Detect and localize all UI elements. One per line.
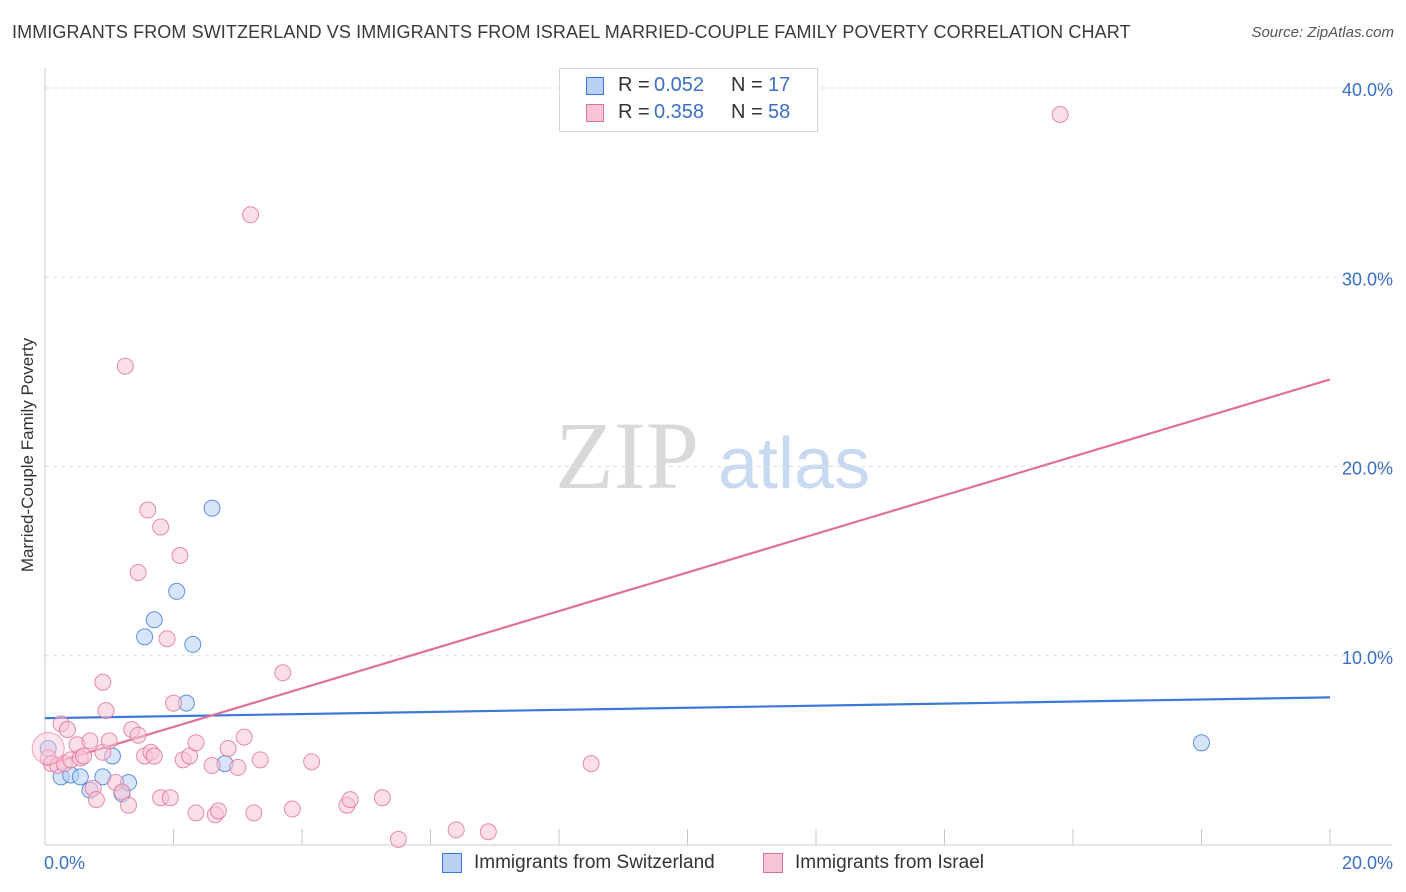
data-point-switzerland [1193,734,1210,752]
correlation-legend: R = 0.052 N = 17 R = 0.358 N = 58 [559,68,818,132]
legend-n-label: N = [731,101,763,123]
data-point-israel [58,721,76,739]
y-tick-label: 10.0% [1342,648,1393,668]
axes [44,68,1392,846]
y-tick-label: 30.0% [1342,269,1393,289]
data-point-israel [229,758,247,776]
chart-title: IMMIGRANTS FROM SWITZERLAND VS IMMIGRANT… [12,22,1131,42]
data-point-israel [479,823,497,841]
data-point-israel [187,804,205,822]
watermark: ZIP atlas [555,402,870,509]
gridlines [45,87,1392,657]
data-point-israel [75,747,93,765]
data-point-israel [274,664,292,682]
data-point-israel [203,757,221,775]
data-point-israel [303,753,321,771]
legend-r-label: R = [618,74,650,96]
y-tick-label: 20.0% [1342,459,1393,479]
data-point-israel [152,518,170,536]
source-credit: Source: ZipAtlas.com [1251,24,1394,41]
data-point-israel [120,796,138,814]
data-point-israel [161,789,179,807]
data-point-israel [245,804,263,822]
data-point-israel [447,821,465,839]
legend-r-label: R = [618,101,650,123]
data-point-israel [187,734,205,752]
bottom-legend-label-israel: Immigrants from Israel [795,852,984,873]
data-point-israel [235,728,253,746]
data-point-cluster [31,731,65,765]
data-point-israel [139,501,157,519]
data-point-israel [81,732,99,750]
watermark-zip: ZIP [555,402,699,509]
data-points [31,105,1210,848]
data-point-switzerland [168,582,186,600]
y-tick-label: 40.0% [1342,80,1393,100]
data-point-israel [129,726,147,744]
data-point-israel [158,630,176,648]
legend-swatch-switzerland [586,77,604,95]
x-tick-label: 20.0% [1342,853,1393,873]
data-point-israel [242,206,260,224]
data-point-israel [219,739,237,757]
trend-line-switzerland [44,696,1331,720]
legend-n-label: N = [731,74,763,96]
data-point-israel [582,755,600,773]
data-point-israel [251,751,269,769]
legend-r-value: 0.358 [654,101,705,123]
bottom-legend-swatch-israel [763,853,783,873]
data-point-israel [165,694,182,712]
legend-n-value: 58 [768,101,791,123]
legend-swatch-israel [586,104,604,122]
bottom-legend-swatch-switzerland [442,853,462,873]
data-point-israel [97,702,115,720]
trend-line-israel [44,378,1331,767]
data-point-israel [87,791,105,809]
data-point-switzerland [203,499,221,517]
legend-n-value: 17 [768,74,791,96]
data-point-israel [1051,105,1069,123]
data-point-israel [145,747,163,765]
legend-r-value: 0.052 [654,74,705,96]
data-point-israel [389,830,407,848]
data-point-israel [129,563,147,581]
bottom-legend-label-switzerland: Immigrants from Switzerland [474,852,715,873]
data-point-switzerland [136,628,154,646]
x-tick-label: 0.0% [44,853,85,873]
watermark-atlas: atlas [718,424,870,504]
data-point-israel [209,802,227,820]
data-point-israel [341,791,359,809]
data-point-switzerland [71,768,89,786]
data-point-switzerland [145,611,163,629]
data-point-israel [100,732,118,750]
tick-labels: 10.0% 20.0% 30.0% 40.0% 0.0% 20.0% [44,80,1393,873]
data-point-israel [373,789,391,807]
data-point-israel [283,800,301,818]
data-point-israel [116,357,134,375]
y-axis-title: Married-Couple Family Poverty [18,337,37,573]
data-point-israel [171,546,189,564]
data-point-israel [94,673,112,691]
data-point-switzerland [184,635,202,653]
trend-lines [44,378,1331,767]
